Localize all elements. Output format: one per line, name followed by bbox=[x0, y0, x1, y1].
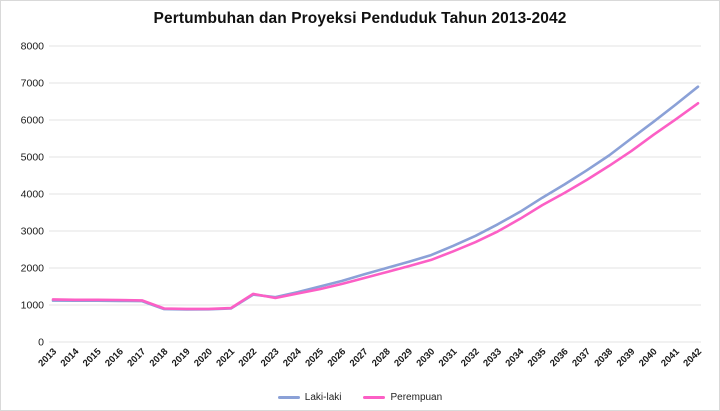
x-tick-label: 2020 bbox=[192, 346, 215, 369]
x-tick-label: 2018 bbox=[148, 346, 171, 369]
laki-laki-line-swatch-icon bbox=[277, 396, 300, 399]
x-tick-label: 2038 bbox=[592, 346, 615, 369]
x-tick-label: 2015 bbox=[81, 346, 104, 369]
x-tick-label: 2024 bbox=[281, 346, 304, 369]
y-tick-label: 4000 bbox=[21, 189, 45, 201]
x-tick-label: 2029 bbox=[392, 346, 415, 369]
legend-label-laki-laki: Laki-laki bbox=[304, 392, 342, 403]
y-tick-label: 3000 bbox=[21, 226, 45, 238]
x-tick-label: 2031 bbox=[437, 346, 460, 369]
y-tick-label: 5000 bbox=[21, 152, 45, 164]
x-tick-label: 2021 bbox=[214, 346, 237, 369]
x-tick-label: 2030 bbox=[414, 346, 437, 369]
x-tick-label: 2040 bbox=[637, 346, 660, 369]
x-tick-label: 2033 bbox=[481, 346, 504, 369]
x-tick-label: 2041 bbox=[659, 346, 682, 369]
perempuan-line bbox=[51, 102, 700, 311]
x-tick-label: 2028 bbox=[370, 346, 393, 369]
y-tick-label: 2000 bbox=[21, 263, 45, 275]
legend-item-laki-laki: Laki-laki bbox=[277, 392, 342, 403]
x-tick-label: 2037 bbox=[570, 346, 593, 369]
x-tick-label: 2019 bbox=[170, 346, 193, 369]
y-tick-label: 6000 bbox=[21, 115, 45, 127]
chart-title: Pertumbuhan dan Proyeksi Penduduk Tahun … bbox=[153, 10, 567, 27]
x-tick-label: 2013 bbox=[36, 346, 59, 369]
perempuan-line-swatch-icon bbox=[363, 396, 386, 399]
x-tick-label: 2025 bbox=[303, 346, 326, 369]
x-tick-label: 2035 bbox=[526, 346, 549, 369]
legend-item-perempuan: Perempuan bbox=[363, 392, 442, 403]
y-tick-label: 7000 bbox=[21, 78, 45, 90]
y-tick-label: 0 bbox=[38, 337, 44, 349]
x-tick-label: 2034 bbox=[503, 346, 526, 369]
x-tick-label: 2023 bbox=[259, 346, 282, 369]
x-tick-label: 2036 bbox=[548, 346, 571, 369]
x-tick-label: 2014 bbox=[59, 346, 82, 369]
x-tick-label: 2016 bbox=[103, 346, 126, 369]
x-tick-label: 2042 bbox=[681, 346, 704, 369]
x-tick-label: 2026 bbox=[326, 346, 349, 369]
x-tick-label: 2017 bbox=[125, 346, 148, 369]
y-tick-label: 1000 bbox=[21, 300, 45, 312]
y-tick-label: 8000 bbox=[21, 41, 45, 53]
x-tick-label: 2022 bbox=[237, 346, 260, 369]
x-tick-label: 2027 bbox=[348, 346, 371, 369]
chart-legend: Laki-laki Perempuan bbox=[1, 392, 719, 403]
x-tick-label: 2032 bbox=[459, 346, 482, 369]
legend-label-perempuan: Perempuan bbox=[390, 392, 443, 403]
x-tick-label: 2039 bbox=[615, 346, 638, 369]
